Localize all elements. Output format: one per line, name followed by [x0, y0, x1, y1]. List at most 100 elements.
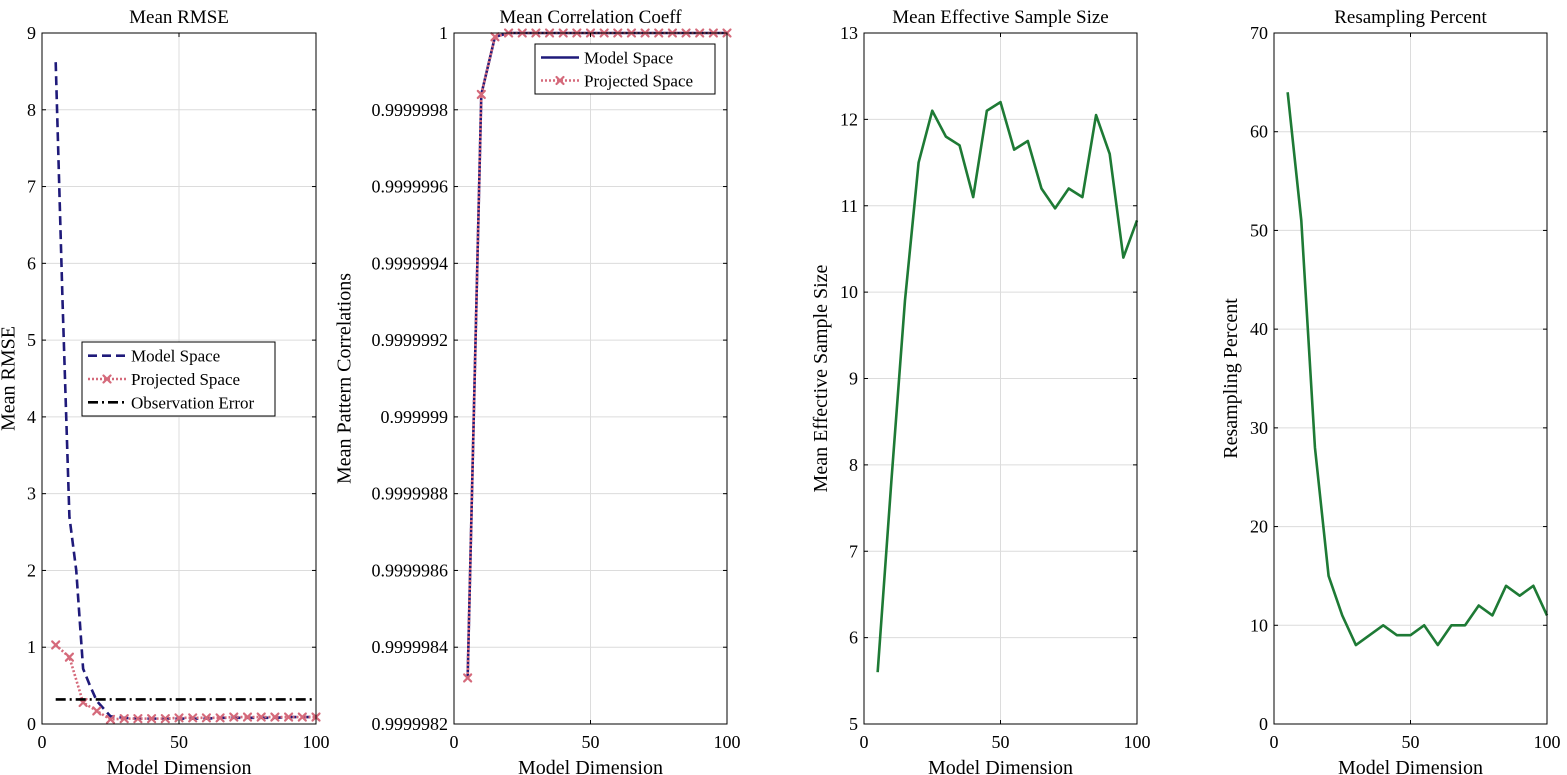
y-axis-label: Mean RMSE: [0, 326, 20, 431]
legend-box: [534, 43, 716, 95]
data-point-marker: [133, 714, 143, 724]
legend: Model Space Projected Space: [534, 43, 716, 95]
y-tick-label: 13: [840, 23, 858, 43]
x-tick-label: 0: [450, 732, 459, 752]
series-1: [1286, 92, 1549, 647]
chart-panel-3: 0 50 100 5 6 7 8 9 10 11 12 13 Mean Effective Sample…: [810, 7, 1151, 775]
y-tick-label: 20: [1250, 517, 1268, 537]
y-tick-label: 8: [849, 455, 858, 475]
data-point-marker: [201, 713, 211, 723]
y-axis-label: Resampling Percent: [1220, 298, 1242, 459]
data-point-marker: [105, 714, 116, 724]
series-1: [876, 100, 1139, 673]
data-point-marker: [147, 714, 157, 724]
series-1: [466, 31, 727, 678]
y-tick-label: 30: [1250, 418, 1268, 438]
x-tick-label: 0: [860, 732, 869, 752]
chart-title: Mean RMSE: [129, 7, 229, 28]
data-point-marker: [463, 673, 473, 683]
y-tick-label: 70: [1250, 23, 1268, 43]
chart-panel-4: 0 50 100 0 10 20 30 40 50 60 70 Resampling Percent M…: [1220, 7, 1561, 775]
y-tick-label: 0.9999988: [372, 484, 449, 504]
series-line: [466, 31, 727, 678]
y-tick-label: 0.9999986: [372, 560, 449, 580]
x-tick-label: 100: [303, 732, 330, 752]
y-tick-label: 0.9999996: [372, 177, 449, 197]
y-tick-label: 0: [1259, 714, 1268, 734]
data-point-marker: [119, 714, 129, 724]
y-axis-label: Mean Effective Sample Size: [810, 264, 832, 492]
y-tick-label: 10: [1250, 615, 1268, 635]
data-point-marker: [64, 652, 74, 662]
data-point-marker: [270, 712, 280, 722]
y-tick-label: 0.9999994: [372, 253, 449, 273]
y-tick-label: 40: [1250, 319, 1268, 339]
y-tick-label: 9: [849, 369, 858, 389]
x-tick-label: 100: [714, 732, 741, 752]
y-tick-label: 5: [27, 330, 36, 350]
y-tick-label: 10: [840, 282, 858, 302]
x-axis-label: Model Dimension: [107, 757, 252, 775]
y-tick-label: 1: [439, 23, 448, 43]
legend-label: Observation Error: [131, 393, 255, 412]
y-tick-label: 3: [27, 484, 36, 504]
series-line: [1286, 92, 1549, 647]
data-point-marker: [297, 712, 307, 722]
legend: Model Space Projected Space Observation Er…: [81, 341, 276, 417]
y-tick-label: 60: [1250, 122, 1268, 142]
y-tick-label: 2: [27, 560, 36, 580]
legend-box: [81, 341, 276, 417]
data-point-marker: [160, 714, 170, 724]
data-point-marker: [174, 713, 184, 723]
legend-marker: [555, 75, 565, 86]
y-tick-label: 9: [27, 23, 36, 43]
data-point-marker: [490, 32, 500, 42]
y-tick-label: 6: [27, 253, 36, 273]
chart-panel-2: 0 50 100 0.9999982 0.9999984 0.9999986 0.99999…: [334, 7, 741, 775]
legend-label: Model Space: [584, 49, 673, 68]
y-tick-label: 7: [849, 541, 858, 561]
series-2: [463, 28, 732, 683]
x-tick-label: 50: [1402, 732, 1420, 752]
x-axis-label: Model Dimension: [928, 757, 1073, 775]
y-tick-label: 11: [841, 196, 858, 216]
x-tick-label: 100: [1124, 732, 1151, 752]
x-axis-label: Model Dimension: [1338, 757, 1483, 775]
y-tick-label: 1: [27, 637, 36, 657]
data-point-marker: [284, 712, 294, 722]
data-point-marker: [92, 706, 102, 716]
y-tick-label: 0.9999982: [372, 714, 449, 734]
legend-marker: [102, 374, 112, 384]
y-tick-label: 0.9999984: [372, 637, 449, 657]
y-tick-label: 5: [849, 714, 858, 734]
data-point-marker: [242, 712, 253, 722]
y-tick-label: 0.999999: [381, 407, 449, 427]
y-tick-label: 8: [27, 100, 36, 120]
legend-label: Model Space: [131, 347, 220, 366]
y-tick-label: 6: [849, 628, 858, 648]
chart-title: Mean Effective Sample Size: [892, 7, 1109, 28]
y-tick-label: 12: [840, 109, 858, 129]
series-line: [466, 31, 727, 678]
y-tick-label: 7: [27, 177, 36, 197]
data-point-marker: [476, 89, 486, 100]
x-axis-label: Model Dimension: [518, 757, 663, 775]
legend-label: Projected Space: [131, 370, 240, 389]
data-point-marker: [256, 712, 266, 722]
x-tick-label: 50: [170, 732, 188, 752]
y-tick-label: 4: [27, 407, 36, 427]
y-tick-label: 0.9999998: [372, 100, 449, 120]
chart-title: Resampling Percent: [1334, 7, 1487, 28]
x-tick-label: 0: [1270, 732, 1279, 752]
series-line: [876, 100, 1139, 673]
data-point-marker: [188, 713, 198, 723]
x-tick-label: 100: [1534, 732, 1561, 752]
data-point-marker: [51, 640, 61, 650]
chart-panel-1: 0 50 100 0 1 2 3 4 5 6 7 8 9 Mean RMSE Model Dimension…: [0, 7, 330, 775]
y-tick-label: 50: [1250, 220, 1268, 240]
legend-label: Projected Space: [584, 72, 693, 91]
y-tick-label: 0: [27, 714, 36, 734]
series-2: [51, 640, 321, 724]
x-tick-label: 0: [38, 732, 47, 752]
